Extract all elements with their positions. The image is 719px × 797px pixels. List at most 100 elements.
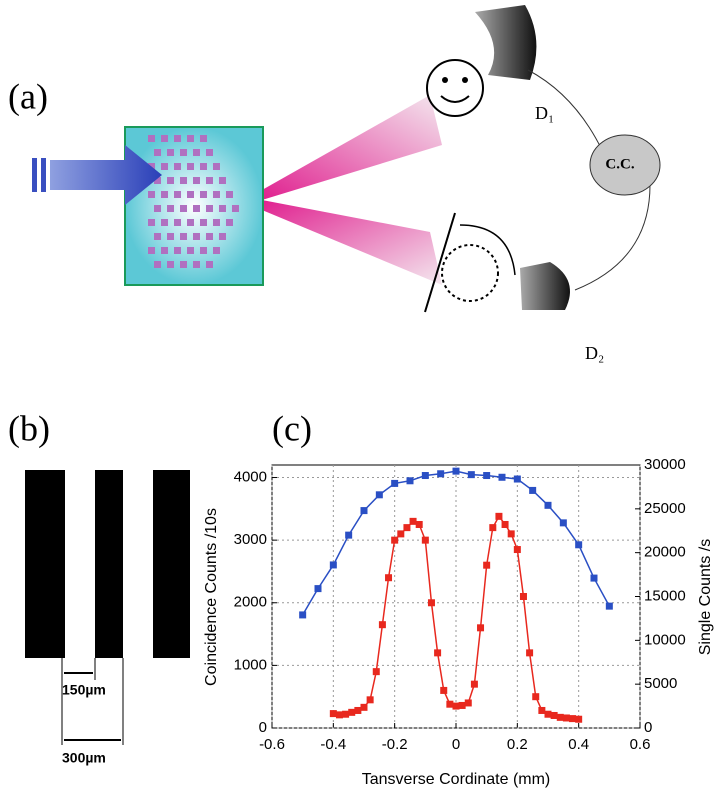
crystal-dot bbox=[206, 149, 213, 156]
y2-tick-label: 15000 bbox=[644, 587, 686, 604]
crystal-dot bbox=[213, 191, 220, 198]
data-point bbox=[329, 561, 337, 569]
crystal-dot bbox=[148, 191, 155, 198]
detector-label: D₂ bbox=[585, 343, 604, 363]
crystal-dot bbox=[226, 191, 233, 198]
crystal-dot bbox=[187, 191, 194, 198]
data-point bbox=[372, 668, 380, 676]
crystal-dot bbox=[167, 261, 174, 268]
panel-label: (b) bbox=[8, 408, 50, 448]
data-point bbox=[495, 512, 503, 520]
y-tick-label: 4000 bbox=[234, 468, 267, 485]
dimension-label: 300µm bbox=[62, 750, 106, 766]
data-point bbox=[513, 546, 521, 554]
crystal-dot bbox=[154, 149, 161, 156]
beam bbox=[262, 200, 442, 285]
data-point bbox=[575, 541, 583, 549]
crystal-dot bbox=[213, 219, 220, 226]
data-point bbox=[569, 715, 577, 723]
data-point bbox=[348, 708, 356, 716]
y-axis-label: Coincidence Counts /10s bbox=[203, 508, 220, 686]
slit-bar bbox=[153, 470, 190, 658]
crystal-dot bbox=[154, 205, 161, 212]
data-point bbox=[489, 524, 497, 532]
panel-label: (a) bbox=[8, 76, 48, 116]
data-point bbox=[391, 536, 399, 544]
rotation-arrow bbox=[459, 224, 516, 276]
data-point bbox=[556, 713, 564, 721]
data-point bbox=[501, 520, 509, 528]
mirror bbox=[424, 212, 456, 313]
coincidence-counter bbox=[589, 134, 661, 196]
slit-bar bbox=[95, 470, 123, 658]
data-point bbox=[366, 696, 374, 704]
crystal-dot bbox=[161, 191, 168, 198]
data-point bbox=[590, 574, 598, 582]
data-point bbox=[532, 693, 540, 701]
data-point bbox=[391, 479, 399, 487]
smiley bbox=[462, 77, 468, 83]
data-point bbox=[446, 700, 454, 708]
data-point bbox=[342, 710, 350, 718]
data-point bbox=[378, 621, 386, 629]
data-point bbox=[421, 472, 429, 480]
crystal-dot bbox=[206, 177, 213, 184]
crystal-dot bbox=[193, 261, 200, 268]
crystal-dot bbox=[193, 233, 200, 240]
y-tick-label: 3000 bbox=[234, 531, 267, 548]
data-point bbox=[409, 517, 417, 525]
y-tick-label: 2000 bbox=[234, 594, 267, 611]
data-point bbox=[513, 475, 521, 483]
slit-bar bbox=[25, 470, 65, 658]
x-tick-label: -0.6 bbox=[259, 736, 285, 753]
crystal-dot bbox=[148, 135, 155, 142]
data-point bbox=[403, 524, 411, 532]
cable bbox=[527, 69, 603, 151]
data-point bbox=[507, 530, 515, 538]
crystal-dot bbox=[200, 135, 207, 142]
data-point bbox=[427, 599, 435, 607]
crystal-dot bbox=[187, 247, 194, 254]
panel-label: (c) bbox=[272, 408, 312, 448]
crystal-dot bbox=[213, 163, 220, 170]
x-tick-label: 0 bbox=[452, 736, 460, 753]
crystal-dot bbox=[161, 163, 168, 170]
x-tick-label: -0.4 bbox=[320, 736, 346, 753]
crystal-dot bbox=[187, 219, 194, 226]
data-point bbox=[397, 530, 405, 538]
crystal-dot bbox=[187, 135, 194, 142]
crystal-dot bbox=[200, 191, 207, 198]
data-point bbox=[529, 486, 537, 494]
data-point bbox=[385, 574, 393, 582]
data-point bbox=[354, 706, 362, 714]
y2-tick-label: 20000 bbox=[644, 544, 686, 561]
crystal-dot bbox=[174, 219, 181, 226]
data-point bbox=[335, 711, 343, 719]
y2-tick-label: 0 bbox=[644, 719, 652, 736]
data-point bbox=[452, 702, 460, 710]
crystal-dot bbox=[161, 135, 168, 142]
y2-axis-label: Single Counts /s bbox=[697, 539, 714, 656]
data-point bbox=[544, 710, 552, 718]
crystal-dot bbox=[148, 247, 155, 254]
data-point bbox=[329, 710, 337, 718]
data-point bbox=[434, 649, 442, 657]
shifted-smiley bbox=[441, 244, 499, 302]
data-point bbox=[360, 507, 368, 515]
y2-tick-label: 30000 bbox=[644, 456, 686, 473]
crystal-dot bbox=[180, 261, 187, 268]
crystal-dot bbox=[200, 247, 207, 254]
crystal-dot bbox=[161, 247, 168, 254]
data-point bbox=[477, 624, 485, 632]
data-point bbox=[538, 706, 546, 714]
crystal-dot bbox=[174, 247, 181, 254]
data-point bbox=[421, 536, 429, 544]
crystal-dot bbox=[154, 233, 161, 240]
data-point bbox=[605, 602, 613, 610]
crystal-dot bbox=[148, 219, 155, 226]
crystal-dot bbox=[154, 261, 161, 268]
data-point bbox=[452, 467, 460, 475]
crystal-dot bbox=[167, 149, 174, 156]
data-point bbox=[464, 699, 472, 707]
